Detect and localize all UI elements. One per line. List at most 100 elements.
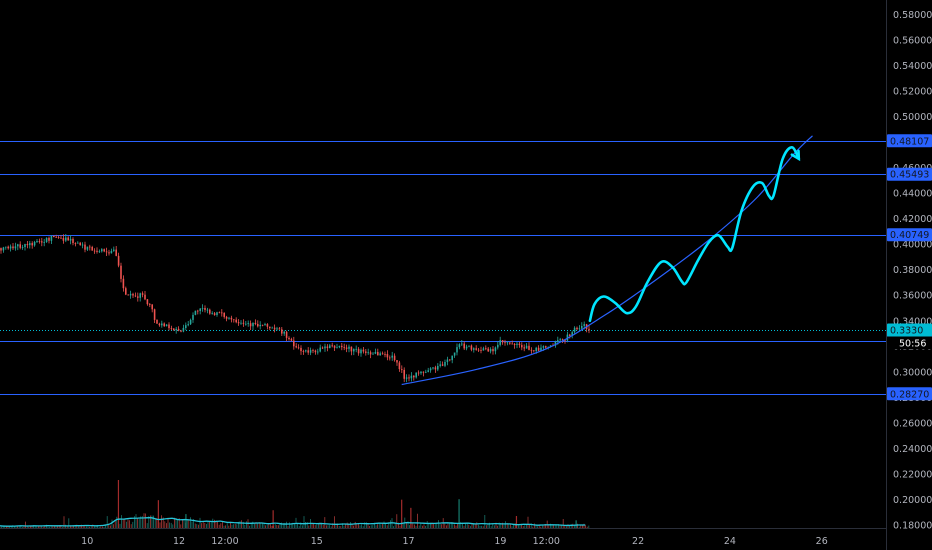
candle: [458, 343, 461, 350]
candle-body: [7, 246, 9, 249]
price-tick-label: 0.50000: [893, 112, 932, 123]
candle: [343, 343, 345, 351]
candle-body: [554, 341, 557, 346]
candle-body: [187, 324, 189, 326]
candle: [249, 320, 252, 330]
level-price-tag[interactable]: 0.28270: [887, 387, 932, 401]
candle-body: [369, 352, 372, 355]
candle-body: [122, 278, 125, 289]
candle: [43, 238, 45, 247]
candle: [305, 349, 307, 353]
candle: [317, 348, 319, 355]
candle: [511, 340, 513, 345]
candle-body: [57, 237, 60, 238]
candle: [501, 340, 504, 345]
level-price-tag-background: [887, 134, 932, 148]
candle-body: [93, 250, 96, 252]
price-tick-label: 0.42000: [893, 214, 932, 225]
candle: [499, 336, 501, 347]
volume-pane: [0, 480, 590, 528]
candle: [156, 319, 158, 324]
price-tick-label: 0.30000: [893, 367, 932, 378]
candle: [353, 348, 355, 356]
candle-body: [290, 339, 293, 341]
candle-body: [259, 324, 261, 327]
candle-body: [480, 350, 482, 351]
candle: [487, 347, 489, 352]
candle: [283, 330, 285, 336]
candle-body: [353, 349, 355, 352]
volume-moving-average-line: [0, 517, 586, 527]
candle: [432, 367, 434, 370]
candle: [441, 361, 444, 367]
candle: [309, 347, 312, 356]
candle: [170, 325, 173, 331]
candle: [31, 241, 33, 249]
candle-body: [494, 347, 497, 352]
candle: [201, 304, 204, 312]
candle: [461, 340, 463, 346]
candle: [357, 347, 360, 356]
candle-body: [456, 347, 458, 353]
candle-body: [504, 342, 506, 344]
candle: [252, 322, 254, 330]
candle-body: [381, 353, 384, 355]
candle: [223, 312, 225, 319]
candle: [393, 353, 396, 362]
candle-body: [571, 332, 573, 336]
price-tick-label: 0.26000: [893, 418, 932, 429]
candle: [5, 246, 7, 250]
candle-body: [153, 309, 156, 320]
candle: [168, 322, 170, 331]
price-axis[interactable]: 0.180000.200000.220000.240000.260000.280…: [893, 10, 932, 531]
candle: [319, 344, 321, 353]
level-price-tag[interactable]: 0.40749: [887, 228, 932, 242]
candle: [489, 347, 492, 354]
candle: [115, 246, 117, 257]
candle-body: [257, 324, 259, 327]
candle: [132, 292, 134, 298]
candle: [338, 345, 341, 349]
projection-arrowhead-icon: [790, 149, 801, 162]
candle-body: [144, 294, 146, 300]
candle-body: [67, 237, 69, 241]
candle-body: [463, 343, 465, 349]
candle: [350, 346, 353, 356]
candle-body: [420, 371, 422, 374]
candle-body: [108, 252, 110, 254]
candle-body: [9, 246, 12, 249]
candle-body: [31, 243, 33, 246]
candle-body: [43, 242, 45, 243]
candle: [278, 327, 281, 330]
candle: [453, 352, 456, 358]
candle-body: [177, 328, 180, 331]
candle: [281, 327, 283, 336]
candle-body: [125, 288, 127, 295]
candle-body: [96, 250, 98, 252]
candle-body: [521, 345, 523, 348]
level-price-tag[interactable]: 0.45493: [887, 167, 932, 181]
candle-body: [489, 349, 492, 352]
candle: [17, 243, 19, 251]
candle: [369, 350, 372, 359]
level-price-tag-label: 0.28270: [890, 389, 929, 400]
candle: [235, 317, 237, 324]
candle-body: [281, 329, 283, 334]
candle-body: [458, 344, 461, 348]
time-tick-label: 26: [816, 536, 828, 547]
candle-body: [492, 349, 494, 352]
time-axis[interactable]: 10 12 12:00 15 17 19 12:00 22 24 26: [81, 536, 828, 547]
candle-body: [581, 326, 583, 329]
projection-wave-drawing[interactable]: [588, 146, 801, 323]
support-curve-drawing[interactable]: [401, 135, 813, 386]
level-price-tag[interactable]: 0.48107: [887, 134, 932, 148]
candle-body: [293, 340, 295, 347]
candle: [302, 349, 305, 355]
level-price-tag-background: [887, 387, 932, 401]
candle: [341, 343, 343, 351]
candle-body: [129, 293, 132, 296]
candle-body: [180, 330, 182, 332]
candle-body: [245, 323, 247, 325]
